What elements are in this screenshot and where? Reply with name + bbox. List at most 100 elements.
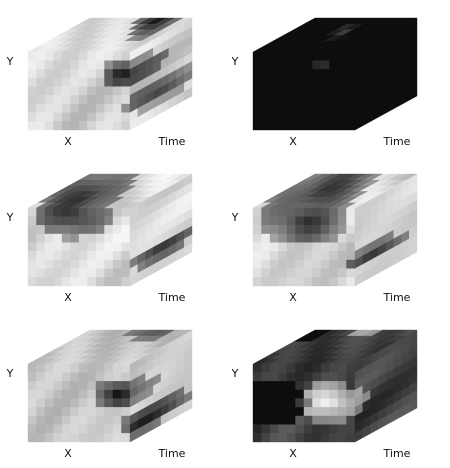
voxel [286,363,296,373]
voxel [184,242,193,257]
voxel [78,277,88,287]
voxel [346,77,356,87]
voxel [95,121,105,131]
voxel [104,398,114,408]
voxel [312,277,322,287]
voxel [252,259,262,269]
voxel [61,389,71,399]
voxel [112,69,122,79]
voxel [27,372,37,382]
voxel [173,17,193,24]
voxel [312,259,322,269]
voxel [278,242,288,252]
voxel [112,398,122,408]
voxel [27,251,37,261]
voxel [44,95,54,105]
voxel [87,407,97,417]
voxel [252,363,262,373]
voxel [295,389,305,399]
voxel [337,103,347,113]
voxel [87,389,97,399]
voxel [36,103,46,113]
x-label: X [64,291,72,304]
voxel [320,277,330,287]
voxel [70,381,80,391]
voxel [329,268,339,278]
voxel [44,259,54,269]
voxel [329,398,339,408]
voxel [36,381,46,391]
y-label: Y [231,367,239,380]
voxel [261,112,271,122]
voxel [346,268,356,278]
voxel [252,86,262,96]
voxel [286,251,296,261]
voxel [329,433,339,443]
voxel [44,207,54,217]
voxel [44,69,54,79]
voxel [27,242,37,252]
voxel [312,112,322,122]
voxel [61,372,71,382]
voxel [261,60,271,70]
y-label: Y [6,367,14,380]
voxel [303,112,313,122]
time-label: Time [158,447,186,460]
voxel [95,363,105,373]
voxel [121,51,131,61]
voxel [87,277,97,287]
voxel [70,251,80,261]
voxel [121,86,131,96]
voxel [112,51,122,61]
voxel [112,77,122,87]
voxel [303,277,313,287]
voxel [286,277,296,287]
voxel [44,433,54,443]
voxel [112,433,122,443]
voxel [104,407,114,417]
voxel [337,415,347,425]
voxel [27,259,37,269]
voxel [95,415,105,425]
voxel [286,424,296,434]
voxel [87,372,97,382]
voxel [286,242,296,252]
voxel [121,242,131,252]
voxel [303,216,313,226]
voxel [320,363,330,373]
voxel [261,268,271,278]
voxel [295,268,305,278]
voxel [44,242,54,252]
voxel [44,424,54,434]
voxel [252,372,262,382]
voxel [36,51,46,61]
voxel [104,251,114,261]
voxel [312,77,322,87]
voxel [329,277,339,287]
voxel [87,424,97,434]
voxel [398,329,418,336]
voxel [346,398,356,408]
voxel [70,86,80,96]
voxel [312,51,322,61]
voxel [104,268,114,278]
voxel [286,60,296,70]
voxel [53,69,63,79]
voxel [286,69,296,79]
voxel [104,103,114,113]
voxel [320,103,330,113]
y-label: Y [6,211,14,224]
panel: Y X Time [6,173,193,304]
voxel [95,51,105,61]
voxel [312,407,322,417]
voxel [78,216,88,226]
voxel [61,69,71,79]
voxel [27,277,37,287]
voxel [337,259,347,269]
voxel [252,69,262,79]
voxel [112,103,122,113]
voxel [337,112,347,122]
voxel [312,363,322,373]
voxel [269,225,279,235]
voxel [121,259,131,269]
